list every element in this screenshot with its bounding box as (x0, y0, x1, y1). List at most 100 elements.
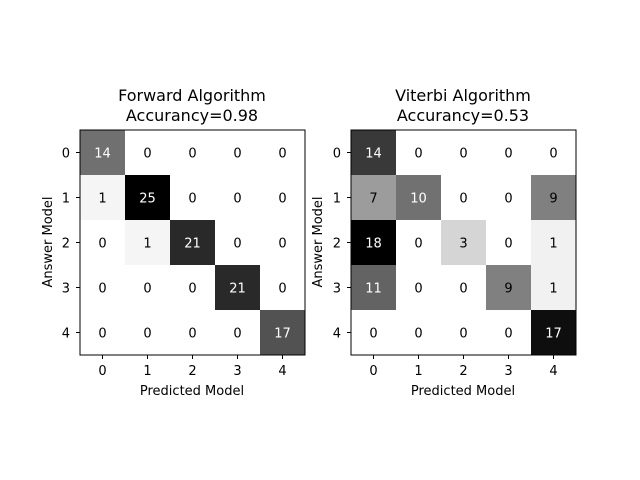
heatmap-cell-3-4 (260, 265, 305, 310)
chart-title-line1: Viterbi Algorithm (395, 86, 531, 105)
y-tick-label-1: 1 (333, 192, 341, 207)
cell-value-0-0: 14 (365, 147, 382, 162)
cell-value-3-2: 0 (188, 282, 196, 297)
cell-value-0-2: 0 (459, 147, 467, 162)
heatmap-cell-3-2 (170, 265, 215, 310)
cell-value-4-2: 0 (459, 327, 467, 342)
cell-value-1-1: 10 (410, 192, 427, 207)
y-tick-label-2: 2 (62, 237, 70, 252)
cell-value-0-1: 0 (143, 147, 151, 162)
heatmap-cell-1-3 (486, 175, 531, 220)
x-ticks: 0 1 2 3 4 (369, 355, 558, 379)
x-axis-label: Predicted Model (140, 384, 244, 399)
heatmap-cell-2-3 (215, 220, 260, 265)
heatmap-cell-2-1 (396, 220, 441, 265)
heatmap-cell-4-2 (441, 310, 486, 355)
heatmap-cell-1-2 (170, 175, 215, 220)
heatmap-cell-1-0 (80, 175, 125, 220)
cell-value-3-0: 11 (365, 282, 382, 297)
heatmap-cell-1-2 (441, 175, 486, 220)
y-tick-label-1: 1 (62, 192, 70, 207)
cell-value-4-4: 17 (545, 327, 562, 342)
cell-value-2-1: 0 (414, 237, 422, 252)
cell-value-2-2: 3 (459, 237, 467, 252)
heatmap-cell-2-2 (441, 220, 486, 265)
cell-value-labels: 14 0 0 0 0 1 25 0 0 0 0 1 21 0 0 0 0 0 21 0 0 0 0 0 17 (94, 147, 291, 342)
heatmap-cell-0-4 (260, 130, 305, 175)
x-tick-label-4: 4 (278, 364, 286, 379)
cell-value-0-4: 0 (278, 147, 286, 162)
heatmap-cell-3-0 (351, 265, 396, 310)
cell-value-0-3: 0 (233, 147, 241, 162)
heatmap-cell-2-0 (351, 220, 396, 265)
heatmap-cell-4-0 (80, 310, 125, 355)
heatmap-cell-1-4 (260, 175, 305, 220)
heatmap-cell-0-1 (396, 130, 441, 175)
heatmap-cell-1-0 (351, 175, 396, 220)
chart-title-line1: Forward Algorithm (118, 86, 266, 105)
heatmap-cell-3-2 (441, 265, 486, 310)
cell-value-0-1: 0 (414, 147, 422, 162)
cell-value-3-4: 0 (278, 282, 286, 297)
cell-value-1-2: 0 (188, 192, 196, 207)
x-tick-label-1: 1 (143, 364, 151, 379)
heatmap-cell-2-1 (125, 220, 170, 265)
heatmap-cell-2-2 (170, 220, 215, 265)
cell-value-1-4: 0 (278, 192, 286, 207)
heatmap-cell-3-4 (531, 265, 576, 310)
heatmap-cell-0-3 (486, 130, 531, 175)
heatmap-cells (351, 130, 576, 355)
y-axis-label: Answer Model (41, 196, 56, 287)
heatmap-cell-4-3 (486, 310, 531, 355)
cell-value-0-3: 0 (504, 147, 512, 162)
heatmap-cell-4-4 (531, 310, 576, 355)
heatmap-cell-1-3 (215, 175, 260, 220)
x-tick-label-3: 3 (233, 364, 241, 379)
x-ticks: 0 1 2 3 4 (98, 355, 287, 379)
cell-value-1-3: 0 (504, 192, 512, 207)
heatmap-cell-0-3 (215, 130, 260, 175)
forward-confusion-matrix: Forward Algorithm Accurancy=0.98 1 4 0 0 0 0 1… (41, 86, 306, 399)
heatmap-cell-3-3 (215, 265, 260, 310)
heatmap-cell-4-0 (351, 310, 396, 355)
y-tick-label-4: 4 (62, 327, 70, 342)
cell-value-2-2: 21 (184, 237, 201, 252)
cell-value-3-1: 0 (143, 282, 151, 297)
y-ticks: 0 1 2 3 4 (62, 147, 80, 342)
x-tick-label-4: 4 (549, 364, 557, 379)
heatmap-cell-3-1 (396, 265, 441, 310)
cell-value-4-2: 0 (188, 327, 196, 342)
heatmap-cell-0-0 (351, 130, 396, 175)
y-tick-label-0: 0 (62, 147, 70, 162)
cell-value-3-0: 0 (98, 282, 106, 297)
cell-value-1-2: 0 (459, 192, 467, 207)
cell-value-3-3: 9 (504, 282, 512, 297)
cell-value-3-2: 0 (459, 282, 467, 297)
heatmap-cell-2-4 (260, 220, 305, 265)
y-tick-label-0: 0 (333, 147, 341, 162)
y-tick-label-4: 4 (333, 327, 341, 342)
heatmap-cell-4-2 (170, 310, 215, 355)
cell-value-3-1: 0 (414, 282, 422, 297)
chart-title-line2: Accurancy=0.53 (397, 106, 529, 125)
x-tick-label-1: 1 (414, 364, 422, 379)
heatmap-cell-0-2 (441, 130, 486, 175)
cell-value-2-4: 1 (549, 237, 557, 252)
heatmap-cell-0-1 (125, 130, 170, 175)
heatmap-cell-4-4 (260, 310, 305, 355)
cell-value-2-3: 0 (504, 237, 512, 252)
heatmap-cell-4-3 (215, 310, 260, 355)
heatmap-cell-1-4 (531, 175, 576, 220)
cell-value-4-0: 0 (369, 327, 377, 342)
cell-value-3-4: 1 (549, 282, 557, 297)
cell-value-1-3: 0 (233, 192, 241, 207)
viterbi-confusion-matrix: Viterbi Algorithm Accurancy=0.53 14 0 0 0 07… (311, 86, 577, 399)
heatmap-cell-1-1 (396, 175, 441, 220)
cell-value-2-4: 0 (278, 237, 286, 252)
heatmap-cell-2-4 (531, 220, 576, 265)
cell-value-1-4: 9 (549, 192, 557, 207)
heatmap-cell-3-3 (486, 265, 531, 310)
cell-value-2-3: 0 (233, 237, 241, 252)
chart-title-line2: Accurancy=0.98 (126, 106, 258, 125)
